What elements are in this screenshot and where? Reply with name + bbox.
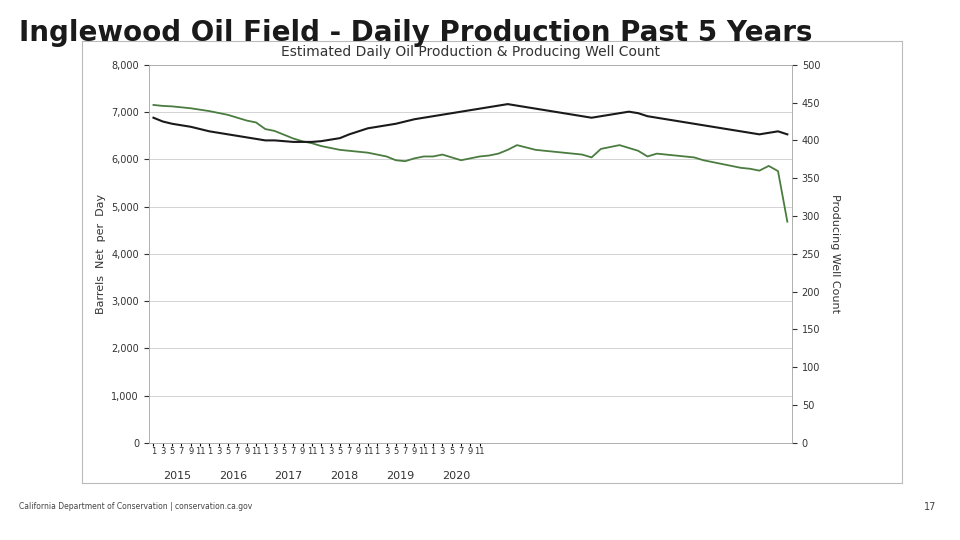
Text: California Department of Conservation | conservation.ca.gov: California Department of Conservation | … xyxy=(19,502,252,511)
Text: 2017: 2017 xyxy=(275,470,302,481)
Text: 2020: 2020 xyxy=(443,470,470,481)
Y-axis label: Producing Well Count: Producing Well Count xyxy=(829,194,840,313)
Text: 2015: 2015 xyxy=(162,470,191,481)
Text: 2019: 2019 xyxy=(386,470,415,481)
Y-axis label: Barrels  Net  per  Day: Barrels Net per Day xyxy=(96,194,106,314)
Text: 17: 17 xyxy=(924,502,936,511)
Text: 2018: 2018 xyxy=(330,470,359,481)
Text: Inglewood Oil Field - Daily Production Past 5 Years: Inglewood Oil Field - Daily Production P… xyxy=(19,19,813,47)
Text: 2016: 2016 xyxy=(219,470,247,481)
Title: Estimated Daily Oil Production & Producing Well Count: Estimated Daily Oil Production & Produci… xyxy=(281,45,660,59)
